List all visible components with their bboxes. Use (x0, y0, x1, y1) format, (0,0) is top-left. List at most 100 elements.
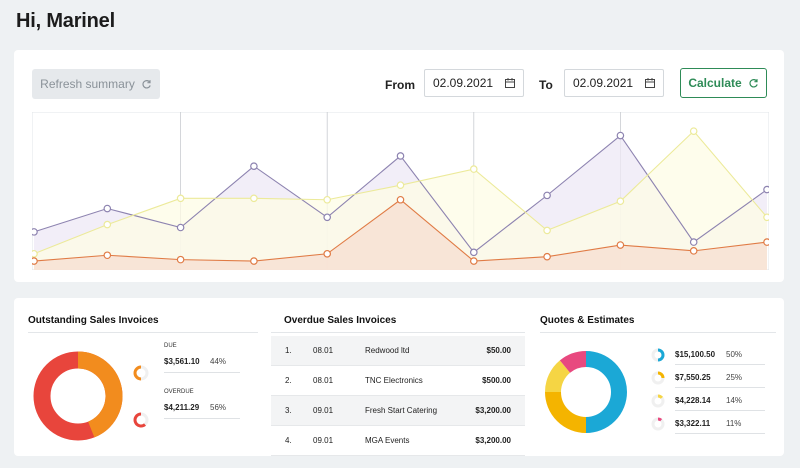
divider (164, 418, 240, 419)
quote-mini-icon (651, 371, 665, 385)
series-3-point[interactable] (616, 241, 625, 249)
outstanding-title: Outstanding Sales Invoices (28, 315, 159, 326)
summary-area-chart (32, 112, 769, 270)
series-3-point[interactable] (689, 247, 698, 255)
refresh-icon (142, 79, 151, 89)
quote-percent: 11% (726, 419, 742, 428)
series-3-point[interactable] (176, 255, 185, 264)
divider (675, 410, 765, 411)
divider (675, 433, 765, 434)
from-date-input[interactable]: 02.09.2021 (424, 69, 524, 97)
series-2-point[interactable] (103, 220, 112, 229)
divider (271, 332, 525, 333)
series-1-point[interactable] (763, 185, 769, 194)
row-date: 09.01 (313, 406, 334, 415)
row-number: 4. (285, 436, 292, 445)
row-customer: Fresh Start Catering (365, 406, 438, 415)
summary-panel: Refresh summary From 02.09.2021 To 02.09… (14, 50, 784, 282)
quote-percent: 14% (726, 396, 743, 405)
series-3-area (34, 199, 767, 270)
refresh-summary-label: Refresh summary (40, 77, 135, 91)
overdue-percent: 56% (210, 403, 227, 412)
to-date-input[interactable]: 02.09.2021 (564, 69, 664, 97)
series-3-point[interactable] (469, 257, 478, 265)
summary-cards: Outstanding Sales Invoices DUE $3,561.10… (14, 298, 784, 456)
quotes-title: Quotes & Estimates (540, 315, 635, 326)
series-1-point[interactable] (250, 162, 258, 170)
series-2-point[interactable] (32, 249, 38, 258)
from-date-value: 02.09.2021 (433, 76, 494, 90)
series-2-point[interactable] (250, 194, 258, 203)
due-percent: 44% (210, 357, 227, 366)
series-2-point[interactable] (176, 194, 185, 203)
series-2-point[interactable] (543, 226, 551, 235)
series-3-point[interactable] (250, 257, 258, 265)
table-row[interactable]: 4. 09.01 MGA Events $3,200.00 (271, 426, 525, 456)
series-2-point[interactable] (323, 195, 332, 204)
series-2-point[interactable] (469, 165, 478, 173)
series-2-point[interactable] (689, 127, 698, 135)
row-date: 09.01 (313, 436, 334, 445)
overdue-invoices-table: 1. 08.01 Redwood ltd $50.00 2. 08.01 TNC… (271, 336, 525, 456)
series-1-point[interactable] (176, 223, 185, 232)
series-3-point[interactable] (32, 257, 38, 265)
quote-percent: 50% (726, 350, 743, 359)
series-3-point[interactable] (323, 249, 332, 258)
row-amount: $50.00 (486, 346, 511, 355)
due-mini-icon (133, 365, 149, 381)
quote-mini-icon (651, 348, 665, 362)
series-1-point[interactable] (396, 152, 405, 160)
row-customer: TNC Electronics (365, 376, 423, 385)
series-1-point[interactable] (323, 213, 332, 222)
table-row[interactable]: 1. 08.01 Redwood ltd $50.00 (271, 336, 525, 366)
overdue-invoices-title: Overdue Sales Invoices (284, 315, 397, 326)
divider (675, 387, 765, 388)
quote-slice-2 (545, 391, 587, 433)
due-segment (77, 351, 123, 438)
series-2-point[interactable] (763, 213, 769, 222)
greeting-title: Hi, Marinel (16, 10, 115, 32)
calculate-label: Calculate (688, 76, 742, 90)
row-amount: $500.00 (482, 376, 511, 385)
quote-value: $7,550.25 (675, 373, 711, 382)
table-row[interactable]: 2. 08.01 TNC Electronics $500.00 (271, 366, 525, 396)
row-customer: MGA Events (365, 436, 410, 445)
calculate-button[interactable]: Calculate (680, 68, 767, 98)
calendar-icon (505, 78, 515, 88)
series-1-point[interactable] (616, 131, 625, 140)
row-date: 08.01 (313, 346, 334, 355)
row-number: 1. (285, 346, 292, 355)
row-number: 2. (285, 376, 292, 385)
quote-slice-1 (585, 351, 627, 433)
quote-slice-4 (559, 351, 587, 374)
series-1-point[interactable] (469, 248, 478, 257)
series-2-point[interactable] (396, 181, 405, 189)
row-amount: $3,200.00 (475, 406, 511, 415)
series-2-point[interactable] (616, 197, 625, 206)
quote-mini-icon (651, 417, 665, 431)
series-1-point[interactable] (543, 191, 551, 200)
quote-value: $4,228.14 (675, 396, 711, 405)
series-1-point[interactable] (689, 238, 698, 246)
quote-value: $15,100.50 (675, 350, 716, 359)
calendar-icon (645, 78, 655, 88)
divider (675, 364, 765, 365)
series-1-point[interactable] (103, 204, 112, 213)
table-row[interactable]: 3. 09.01 Fresh Start Catering $3,200.00 (271, 396, 525, 426)
row-number: 3. (285, 406, 292, 415)
to-label: To (539, 78, 553, 92)
row-customer: Redwood ltd (365, 346, 410, 355)
overdue-value: $4,211.29 (164, 403, 200, 412)
series-3-point[interactable] (103, 251, 112, 260)
due-label: DUE (164, 343, 177, 349)
series-1-point[interactable] (32, 228, 38, 236)
series-3-point[interactable] (543, 252, 551, 261)
row-date: 08.01 (313, 376, 334, 385)
series-3-point[interactable] (763, 238, 769, 246)
row-amount: $3,200.00 (475, 436, 511, 445)
quote-mini-icon (651, 394, 665, 408)
series-3-point[interactable] (396, 195, 405, 204)
refresh-summary-button[interactable]: Refresh summary (32, 69, 160, 99)
divider (540, 332, 776, 333)
refresh-icon (749, 78, 758, 88)
